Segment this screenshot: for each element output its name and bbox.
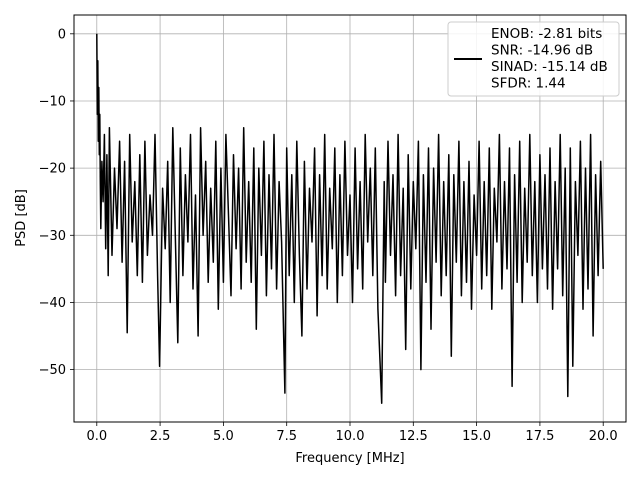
y-axis-label: PSD [dB] (14, 189, 29, 247)
y-tick-label: −40 (39, 296, 66, 311)
x-tick-label: 12.5 (399, 429, 428, 444)
x-tick-label: 7.5 (276, 429, 297, 444)
x-tick-label: 15.0 (462, 429, 491, 444)
legend-box (447, 21, 620, 97)
x-tick-label: 2.5 (150, 429, 171, 444)
x-tick-label: 10.0 (336, 429, 365, 444)
x-tick-label: 17.5 (525, 429, 554, 444)
psd-series-line (96, 33, 604, 404)
y-tick-label: −30 (39, 229, 66, 244)
x-axis-label: Frequency [MHz] (295, 451, 404, 466)
series-layer (96, 33, 604, 404)
legend-entry-line: ENOB: -2.81 bits (491, 26, 602, 42)
y-tick-label: 0 (58, 27, 66, 42)
x-tick-label: 5.0 (213, 429, 234, 444)
y-tick-label: −10 (39, 94, 66, 109)
x-tick-label: 0.0 (86, 429, 107, 444)
legend-entry: ENOB: -2.81 bits SNR: -14.96 dB SINAD: -15… (491, 26, 608, 92)
legend-entry-line: SINAD: -15.14 dB (491, 59, 608, 75)
legend-entry-line: SFDR: 1.44 (491, 76, 566, 92)
legend-entry-line: SNR: -14.96 dB (491, 43, 593, 59)
legend: ENOB: -2.81 bits SNR: -14.96 dB SINAD: -15… (447, 21, 620, 97)
x-tick-label: 20.0 (589, 429, 618, 444)
ticks: 0.0 2.5 5.0 7.5 10.0 12.5 15.0 17.5 20.0 0 −10 −20 −… (39, 27, 618, 444)
y-tick-label: −50 (39, 363, 66, 378)
y-tick-label: −20 (39, 162, 66, 177)
